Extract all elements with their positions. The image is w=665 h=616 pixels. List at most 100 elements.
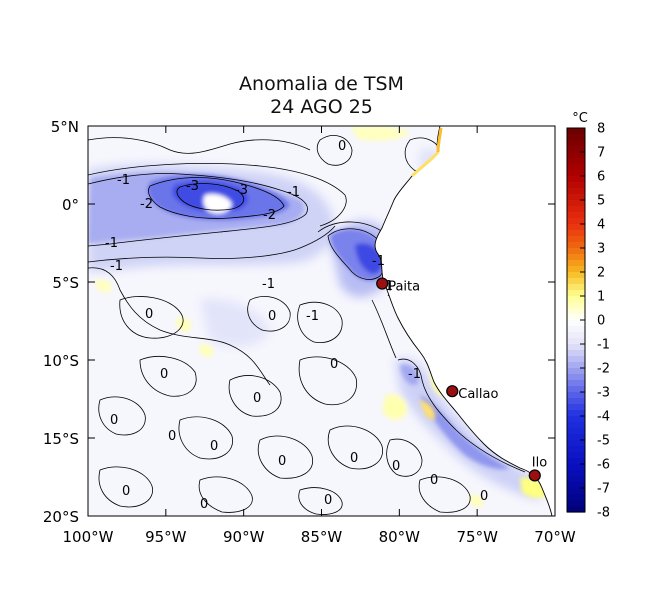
contour-label: -1 <box>287 185 300 200</box>
colorbar-cell <box>567 446 585 453</box>
colorbar-cell <box>567 260 585 267</box>
colorbar-tick-label: -1 <box>597 338 610 353</box>
colorbar-cell <box>567 272 585 279</box>
contour-label: -3 <box>235 183 248 198</box>
colorbar-cell <box>567 194 585 201</box>
colorbar-tick-label: 7 <box>597 146 605 161</box>
lat-tick-label: 20°S <box>43 508 79 526</box>
colorbar-cell <box>567 404 585 411</box>
colorbar-cell <box>567 308 585 315</box>
south-america-land <box>374 126 555 516</box>
stations: Paita Callao Ilo <box>376 277 547 482</box>
colorbar-cell <box>567 326 585 333</box>
colorbar-cell <box>567 158 585 165</box>
colorbar-tick-label: 2 <box>597 266 605 281</box>
colorbar-cell <box>567 350 585 357</box>
colorbar-cell <box>567 488 585 495</box>
colorbar-cell <box>567 458 585 465</box>
colorbar-tick-label: -8 <box>597 506 610 521</box>
contour-label: 0 <box>338 139 346 154</box>
contour-label: 0 <box>110 413 118 428</box>
contour-label: -2 <box>140 197 153 212</box>
contour-labels: -1 -2 -3 -3 -1 -2 -1 -1 -1 -1 -1 0 -1 0 … <box>105 139 488 512</box>
colorbar-tick-label: -2 <box>597 362 610 377</box>
colorbar-cell <box>567 284 585 291</box>
colorbar-cell <box>567 482 585 489</box>
colorbar-cell <box>567 422 585 429</box>
colorbar-cell <box>567 500 585 507</box>
colorbar-cell <box>567 236 585 243</box>
colorbar-tick-label: 1 <box>597 290 605 305</box>
colorbar-cell <box>567 302 585 309</box>
colorbar-tick-label: -7 <box>597 482 610 497</box>
contour-label: -3 <box>186 179 199 194</box>
colorbar-cell <box>567 362 585 369</box>
contour-label: -1 <box>105 236 118 251</box>
map-title: Anomalia de TSM <box>239 73 404 95</box>
colorbar-cell <box>567 452 585 459</box>
colorbar-cell <box>567 386 585 393</box>
station-marker <box>446 385 459 398</box>
colorbar-cell <box>567 170 585 177</box>
colorbar-cell <box>567 200 585 207</box>
colorbar-cell <box>567 212 585 219</box>
contour-label: -1 <box>372 254 385 269</box>
colorbar-cell <box>567 242 585 249</box>
colorbar-tick-label: -4 <box>597 410 610 425</box>
contour-label: -1 <box>306 309 319 324</box>
colorbar-cell <box>567 338 585 345</box>
colorbar-tick-label: 5 <box>597 194 605 209</box>
longitude-axis: 100°W 95°W 90°W 85°W 80°W 75°W 70°W <box>63 528 576 546</box>
colorbar-cell <box>567 296 585 303</box>
contour-label: 0 <box>392 459 400 474</box>
lon-tick-label: 95°W <box>145 528 187 546</box>
colorbar-cell <box>567 254 585 261</box>
colorbar-cell <box>567 368 585 375</box>
colorbar-cell <box>567 146 585 153</box>
colorbar-cell <box>567 248 585 255</box>
contour-label: 0 <box>253 391 261 406</box>
contour-label: -1 <box>262 277 275 292</box>
colorbar-cell <box>567 164 585 171</box>
colorbar-cell <box>567 434 585 441</box>
colorbar-cell <box>567 128 585 135</box>
colorbar-cell <box>567 314 585 321</box>
colorbar-cell <box>567 140 585 147</box>
colorbar-cell <box>567 134 585 141</box>
colorbar-cell <box>567 278 585 285</box>
colorbar-cell <box>567 152 585 159</box>
contour-label: -1 <box>110 259 123 274</box>
contour-label: -1 <box>117 173 130 188</box>
colorbar-cell <box>567 428 585 435</box>
colorbar-tick-label: 4 <box>597 218 605 233</box>
map-date: 24 AGO 25 <box>270 96 373 118</box>
contour-label: 0 <box>200 497 208 512</box>
contour-label: 0 <box>268 309 276 324</box>
colorbar-cell <box>567 440 585 447</box>
colorbar-cell <box>567 506 585 513</box>
colorbar-tick-label: 3 <box>597 242 605 257</box>
lat-tick-label: 5°N <box>51 118 79 136</box>
colorbar-cell <box>567 266 585 273</box>
contour-label: 0 <box>350 451 358 466</box>
colorbar-cell <box>567 356 585 363</box>
station-label: Callao <box>458 387 498 402</box>
colorbar-cell <box>567 290 585 297</box>
lat-tick-label: 5°S <box>52 274 79 292</box>
lon-tick-label: 85°W <box>301 528 343 546</box>
colorbar-tick-label: -3 <box>597 386 610 401</box>
colorbar-unit: °C <box>572 111 588 126</box>
colorbar-cell <box>567 320 585 327</box>
contour-label: 0 <box>330 357 338 372</box>
colorbar-cell <box>567 344 585 351</box>
station-label: Ilo <box>532 455 547 470</box>
lat-tick-label: 15°S <box>43 430 79 448</box>
contour-label: 0 <box>210 439 218 454</box>
colorbar-cell <box>567 224 585 231</box>
contour-label: 0 <box>324 493 332 508</box>
colorbar: °C 8 7 6 5 4 3 2 1 0 -1 -2 -3 -4 -5 -6 -7 -8 <box>566 111 610 521</box>
colorbar-tick-label: 6 <box>597 170 605 185</box>
colorbar-cell <box>567 416 585 423</box>
colorbar-cell <box>567 188 585 195</box>
contour-label: 0 <box>430 473 438 488</box>
